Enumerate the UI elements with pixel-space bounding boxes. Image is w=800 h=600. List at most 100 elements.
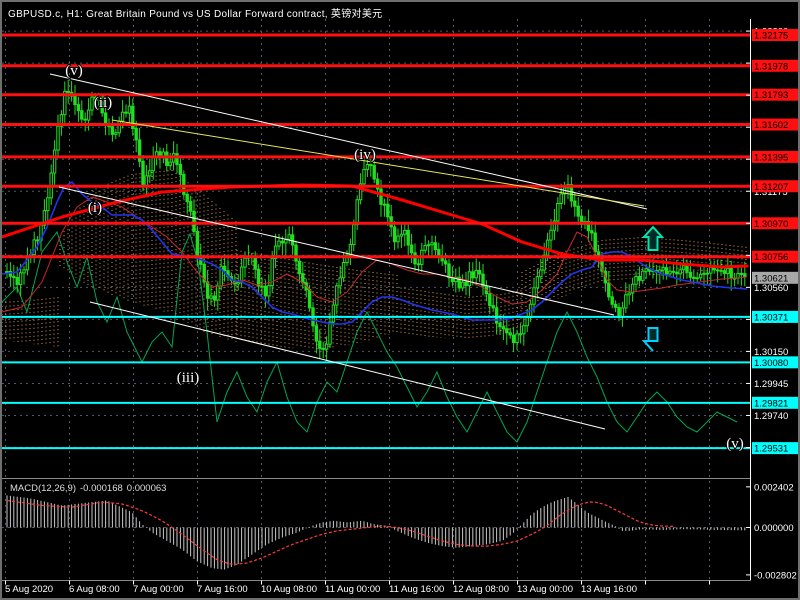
- svg-text:1.32175: 1.32175: [754, 31, 788, 42]
- candle-body: [253, 255, 257, 270]
- wave-label[interactable]: (iii): [176, 369, 201, 387]
- candle-body: [695, 277, 699, 280]
- candle-body: [715, 269, 720, 272]
- candle-body: [260, 285, 264, 288]
- candle-body: [681, 265, 686, 271]
- price-level-label: [752, 118, 798, 131]
- candle-body: [375, 178, 380, 190]
- candle-body: [729, 267, 733, 279]
- candle-body: [175, 153, 179, 166]
- candle-body: [525, 317, 529, 327]
- candle-body: [518, 333, 523, 336]
- candle-body: [277, 240, 281, 247]
- wave-label[interactable]: (i): [87, 199, 103, 217]
- candle-body: [726, 267, 730, 274]
- candle-body: [511, 334, 516, 344]
- candle-body: [18, 272, 23, 286]
- candle-body: [559, 193, 563, 204]
- svg-text:1.30080: 1.30080: [754, 358, 788, 369]
- candle-body: [535, 276, 540, 289]
- candle-body: [307, 289, 312, 309]
- wave-label[interactable]: (iv): [353, 146, 377, 164]
- arrow-up-icon[interactable]: [641, 225, 665, 251]
- price-level-label: [752, 180, 798, 193]
- candle-body: [148, 170, 152, 177]
- candle-body: [182, 173, 186, 195]
- macd-axis-label: 0.002402: [754, 482, 794, 493]
- price-level-label: [752, 396, 798, 409]
- candle-body: [66, 90, 70, 93]
- candle-body: [501, 326, 506, 330]
- macd-signal-line: [6, 499, 674, 565]
- candle-body: [515, 333, 519, 344]
- candle-body: [505, 328, 509, 334]
- trendline-yellow[interactable]: [111, 119, 645, 207]
- price-level-label: [752, 271, 798, 284]
- candle-body: [552, 220, 557, 231]
- trendlines: [49, 73, 648, 430]
- macd-pane: [6, 495, 746, 570]
- price-tick-label: 1.29740: [754, 411, 788, 422]
- candle-body: [702, 272, 706, 275]
- candle-body: [188, 201, 193, 212]
- candle-body: [5, 271, 9, 274]
- candle-body: [522, 325, 526, 335]
- arrow-down-icon[interactable]: [641, 327, 659, 352]
- candle-body: [698, 273, 703, 279]
- svg-text:1.31793: 1.31793: [754, 90, 788, 101]
- candle-body: [477, 269, 482, 275]
- svg-text:1.31207: 1.31207: [754, 182, 788, 193]
- candle-body: [270, 258, 274, 287]
- candle-body: [437, 249, 441, 257]
- wave-label[interactable]: (v): [725, 435, 745, 453]
- time-tick-label: 12 Aug 08:00: [453, 584, 509, 595]
- candle-body: [508, 332, 512, 336]
- candle-body: [443, 260, 448, 265]
- candle-body: [719, 269, 723, 272]
- wave-label[interactable]: (v): [64, 62, 84, 80]
- candle-body: [406, 229, 410, 246]
- candle-body: [634, 276, 638, 285]
- candle-body: [222, 265, 227, 272]
- candle-body: [202, 263, 206, 283]
- trendline-mid-white[interactable]: [58, 186, 615, 316]
- horizontal-levels: [2, 33, 750, 450]
- candle-body: [692, 276, 696, 279]
- candle-body: [569, 184, 574, 202]
- candle-body: [743, 273, 747, 278]
- candle-body: [709, 266, 713, 274]
- trendline-lower-white[interactable]: [89, 301, 606, 430]
- candle-body: [100, 96, 104, 114]
- candle-body: [392, 226, 397, 243]
- trendline-upper-white[interactable]: [49, 73, 648, 210]
- price-axis: 1.322001.319951.317901.315851.313801.311…: [746, 2, 798, 598]
- price-level-label: [752, 442, 798, 455]
- candle-body: [576, 205, 580, 217]
- candle-body: [134, 128, 138, 141]
- candle-body: [338, 277, 342, 287]
- price-level-label: [752, 88, 798, 101]
- svg-text:1.30756: 1.30756: [754, 252, 788, 263]
- wave-label[interactable]: (ii): [93, 94, 113, 112]
- candle-body: [297, 260, 302, 275]
- candle-body: [35, 239, 40, 242]
- candle-body: [348, 244, 353, 256]
- svg-text:1.30970: 1.30970: [754, 219, 788, 230]
- svg-text:1.29531: 1.29531: [754, 444, 788, 455]
- candle-body: [722, 270, 727, 274]
- candle-body: [607, 282, 611, 298]
- candle-body: [705, 272, 710, 275]
- candle-body: [409, 244, 414, 254]
- thick-red-ma-line: [2, 183, 749, 269]
- time-tick-label: 11 Aug 16:00: [389, 584, 444, 595]
- time-tick-label: 13 Aug 00:00: [517, 584, 573, 595]
- candle-body: [637, 276, 642, 281]
- candle-body: [675, 271, 679, 275]
- candle-body: [481, 273, 485, 287]
- candle-body: [661, 267, 665, 271]
- candle-body: [610, 296, 614, 305]
- candle-body: [192, 210, 196, 232]
- candle-body: [12, 275, 16, 279]
- candle-body: [549, 229, 553, 241]
